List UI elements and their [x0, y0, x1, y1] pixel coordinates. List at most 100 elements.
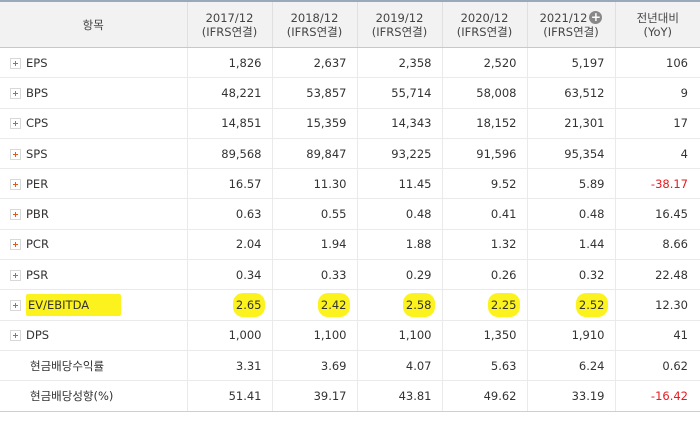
yoy-cell: -16.42 — [614, 380, 700, 412]
cell-value: 55,714 — [391, 85, 432, 100]
cell-value: 2.58 — [402, 293, 435, 318]
table-cell: 93,225 — [356, 138, 442, 170]
table-row: EV/EBITDA 2.65 2.42 2.58 2.25 2.52 12.30 — [0, 289, 700, 321]
table-cell: 0.33 — [271, 259, 357, 291]
cell-value: 0.34 — [235, 267, 262, 282]
yoy-value: 17 — [673, 116, 688, 131]
header-col-2021: 2021/12 + (IFRS연결) — [526, 2, 615, 48]
table-cell: 1,000 — [186, 320, 272, 351]
row-label[interactable]: PSR — [0, 259, 187, 291]
table-cell: 1.94 — [271, 229, 357, 261]
cell-value: 53,857 — [306, 85, 347, 100]
table-cell: 63,512 — [526, 77, 615, 109]
table-cell: 11.30 — [271, 168, 357, 200]
table-cell: 6.24 — [526, 350, 615, 382]
table-row: DPS 1,000 1,100 1,100 1,350 1,910 41 — [0, 320, 700, 351]
cell-value: 1.44 — [578, 237, 605, 252]
table-cell: 89,847 — [271, 138, 357, 170]
expand-plus-icon[interactable] — [10, 269, 21, 281]
table-cell: 3.69 — [271, 350, 357, 382]
plus-circle-icon[interactable]: + — [589, 9, 603, 24]
row-label[interactable]: EPS — [0, 47, 187, 79]
table-cell: 21,301 — [526, 108, 615, 139]
table-cell: 0.32 — [526, 259, 615, 291]
row-label[interactable]: SPS — [0, 138, 187, 170]
yoy-value: 106 — [666, 55, 688, 70]
cell-value: 0.48 — [405, 207, 432, 222]
table-cell: 89,568 — [186, 138, 272, 170]
cell-value: 93,225 — [391, 146, 432, 161]
yoy-cell: 4 — [614, 138, 700, 170]
table-cell: 53,857 — [271, 77, 357, 109]
yoy-value: 0.62 — [662, 358, 688, 373]
table-cell: 1,350 — [441, 320, 527, 351]
row-label: 현금배당성향(%) — [0, 380, 187, 412]
table-row: PCR 2.04 1.94 1.88 1.32 1.44 8.66 — [0, 229, 700, 261]
expand-plus-icon[interactable] — [10, 87, 21, 99]
row-label[interactable]: BPS — [0, 77, 187, 109]
row-label[interactable]: EV/EBITDA — [0, 289, 187, 321]
yoy-value: -16.42 — [650, 388, 688, 403]
cell-value: 15,359 — [306, 116, 347, 131]
row-label-text: PCR — [26, 237, 49, 252]
table-cell: 95,354 — [526, 138, 615, 170]
row-label[interactable]: PBR — [0, 198, 187, 230]
cell-value: 14,343 — [391, 116, 432, 131]
cell-value: 1,000 — [228, 328, 262, 343]
yoy-cell: -38.17 — [614, 168, 700, 200]
table-cell: 2,358 — [356, 47, 442, 79]
cell-value: 0.48 — [578, 207, 605, 222]
row-label[interactable]: CPS — [0, 108, 187, 139]
table-cell: 2,520 — [441, 47, 527, 79]
table-cell: 2.52 — [526, 289, 615, 321]
table-cell: 39.17 — [271, 380, 357, 412]
cell-value: 63,512 — [564, 85, 605, 100]
table-cell: 0.48 — [356, 198, 442, 230]
cell-value: 95,354 — [564, 146, 605, 161]
table-cell: 2.25 — [441, 289, 527, 321]
cell-value: 3.69 — [320, 358, 347, 373]
table-cell: 5.89 — [526, 168, 615, 200]
expand-plus-icon[interactable] — [10, 148, 21, 160]
cell-value: 6.24 — [578, 358, 605, 373]
header-item: 항목 — [0, 2, 187, 48]
table-cell: 0.34 — [186, 259, 272, 291]
expand-plus-icon[interactable] — [10, 178, 21, 190]
table-cell: 1.88 — [356, 229, 442, 261]
cell-value: 11.45 — [398, 176, 432, 191]
table-cell: 2.58 — [356, 289, 442, 321]
cell-value: 4.07 — [405, 358, 432, 373]
row-label[interactable]: PCR — [0, 229, 187, 261]
expand-plus-icon[interactable] — [10, 57, 21, 69]
yoy-cell: 22.48 — [614, 259, 700, 291]
expand-plus-icon[interactable] — [10, 118, 21, 130]
cell-value: 2.65 — [232, 293, 265, 318]
cell-value: 2,637 — [313, 55, 347, 70]
financial-ratios-table: 항목 2017/12 (IFRS연결) 2018/12 (IFRS연결) 2019/… — [0, 2, 700, 412]
row-label[interactable]: PER — [0, 168, 187, 200]
table-body: EPS 1,826 2,637 2,358 2,520 5,197 106 BPS 48,221… — [0, 47, 700, 412]
expand-plus-icon[interactable] — [10, 330, 21, 342]
table-row: CPS 14,851 15,359 14,343 18,152 21,301 17 — [0, 108, 700, 139]
table-cell: 0.55 — [271, 198, 357, 230]
cell-value: 5.63 — [490, 358, 517, 373]
expand-plus-icon[interactable] — [10, 300, 21, 312]
table-cell: 1,910 — [526, 320, 615, 351]
cell-value: 14,851 — [221, 116, 262, 131]
cell-value: 0.55 — [320, 207, 347, 222]
table-cell: 51.41 — [186, 380, 272, 412]
header-col-2019: 2019/12 (IFRS연결) — [356, 2, 442, 48]
cell-value: 1,910 — [571, 328, 605, 343]
expand-plus-icon[interactable] — [10, 239, 21, 251]
table-cell: 14,851 — [186, 108, 272, 139]
row-label-text: 현금배당수익률 — [30, 358, 105, 373]
header-col-2020: 2020/12 (IFRS연결) — [441, 2, 527, 48]
table-cell: 2,637 — [271, 47, 357, 79]
expand-plus-icon[interactable] — [10, 209, 21, 221]
cell-value: 0.32 — [578, 267, 605, 282]
row-label-text: CPS — [26, 116, 49, 131]
table-cell: 1,100 — [356, 320, 442, 351]
row-label[interactable]: DPS — [0, 320, 187, 351]
cell-value: 89,847 — [306, 146, 347, 161]
